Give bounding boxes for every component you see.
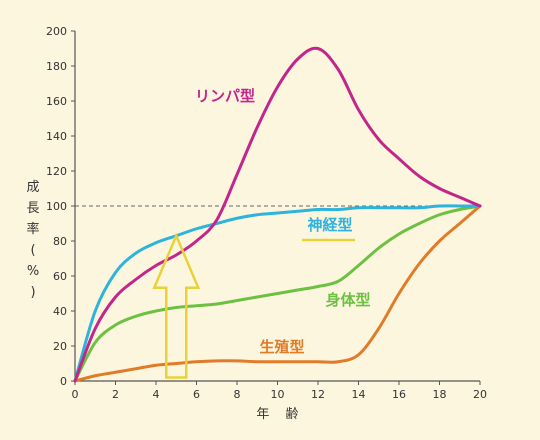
x-tick-label: 0	[72, 388, 79, 401]
axes: 0 20 40 60 80 100 120 140 160 180 200 0 2 4 6 8 10 12 14 16…	[26, 25, 487, 422]
annotations	[152, 232, 355, 379]
y-tick-label: 140	[46, 130, 67, 143]
y-tick-label: 20	[53, 340, 67, 353]
series-lymph-line	[73, 46, 482, 383]
series-nerve-line	[73, 204, 482, 383]
y-tick-label: 120	[46, 165, 67, 178]
x-tick-label: 14	[352, 388, 366, 401]
label-nerve: 神経型	[307, 216, 352, 234]
series-reproductive-line	[73, 204, 482, 383]
y-tick-label: 0	[60, 375, 67, 388]
y-axis-label-char: %	[27, 264, 39, 279]
x-tick-label: 2	[112, 388, 119, 401]
x-tick-label: 6	[193, 388, 200, 401]
y-axis-label-char: )	[30, 285, 35, 300]
x-axis-label: 年 齢	[256, 407, 304, 422]
series-body-line	[73, 204, 482, 383]
y-axis-label-char: 率	[26, 221, 39, 237]
y-axis-label-char: (	[30, 243, 35, 258]
x-tick-label: 8	[234, 388, 241, 401]
y-tick-label: 160	[46, 95, 67, 108]
label-reproductive: 生殖型	[259, 338, 304, 356]
y-axis-label-char: 成	[26, 180, 39, 195]
y-tick-label: 200	[46, 25, 67, 38]
x-tick-label: 12	[311, 388, 325, 401]
x-tick-label: 10	[271, 388, 285, 401]
y-tick-label: 40	[53, 305, 67, 318]
label-body: 身体型	[325, 291, 370, 309]
x-tick-label: 4	[153, 388, 160, 401]
x-tick-label: 20	[473, 388, 487, 401]
y-tick-label: 180	[46, 60, 67, 73]
y-tick-label: 60	[53, 270, 67, 283]
series-lines	[73, 46, 482, 383]
label-lymph: リンパ型	[195, 87, 255, 105]
hollow-arrow-annotation	[152, 232, 201, 379]
y-axis-label-char: 長	[26, 201, 39, 216]
x-tick-label: 18	[433, 388, 447, 401]
y-tick-label: 80	[53, 235, 67, 248]
y-tick-label: 100	[46, 200, 67, 213]
x-tick-label: 16	[392, 388, 406, 401]
